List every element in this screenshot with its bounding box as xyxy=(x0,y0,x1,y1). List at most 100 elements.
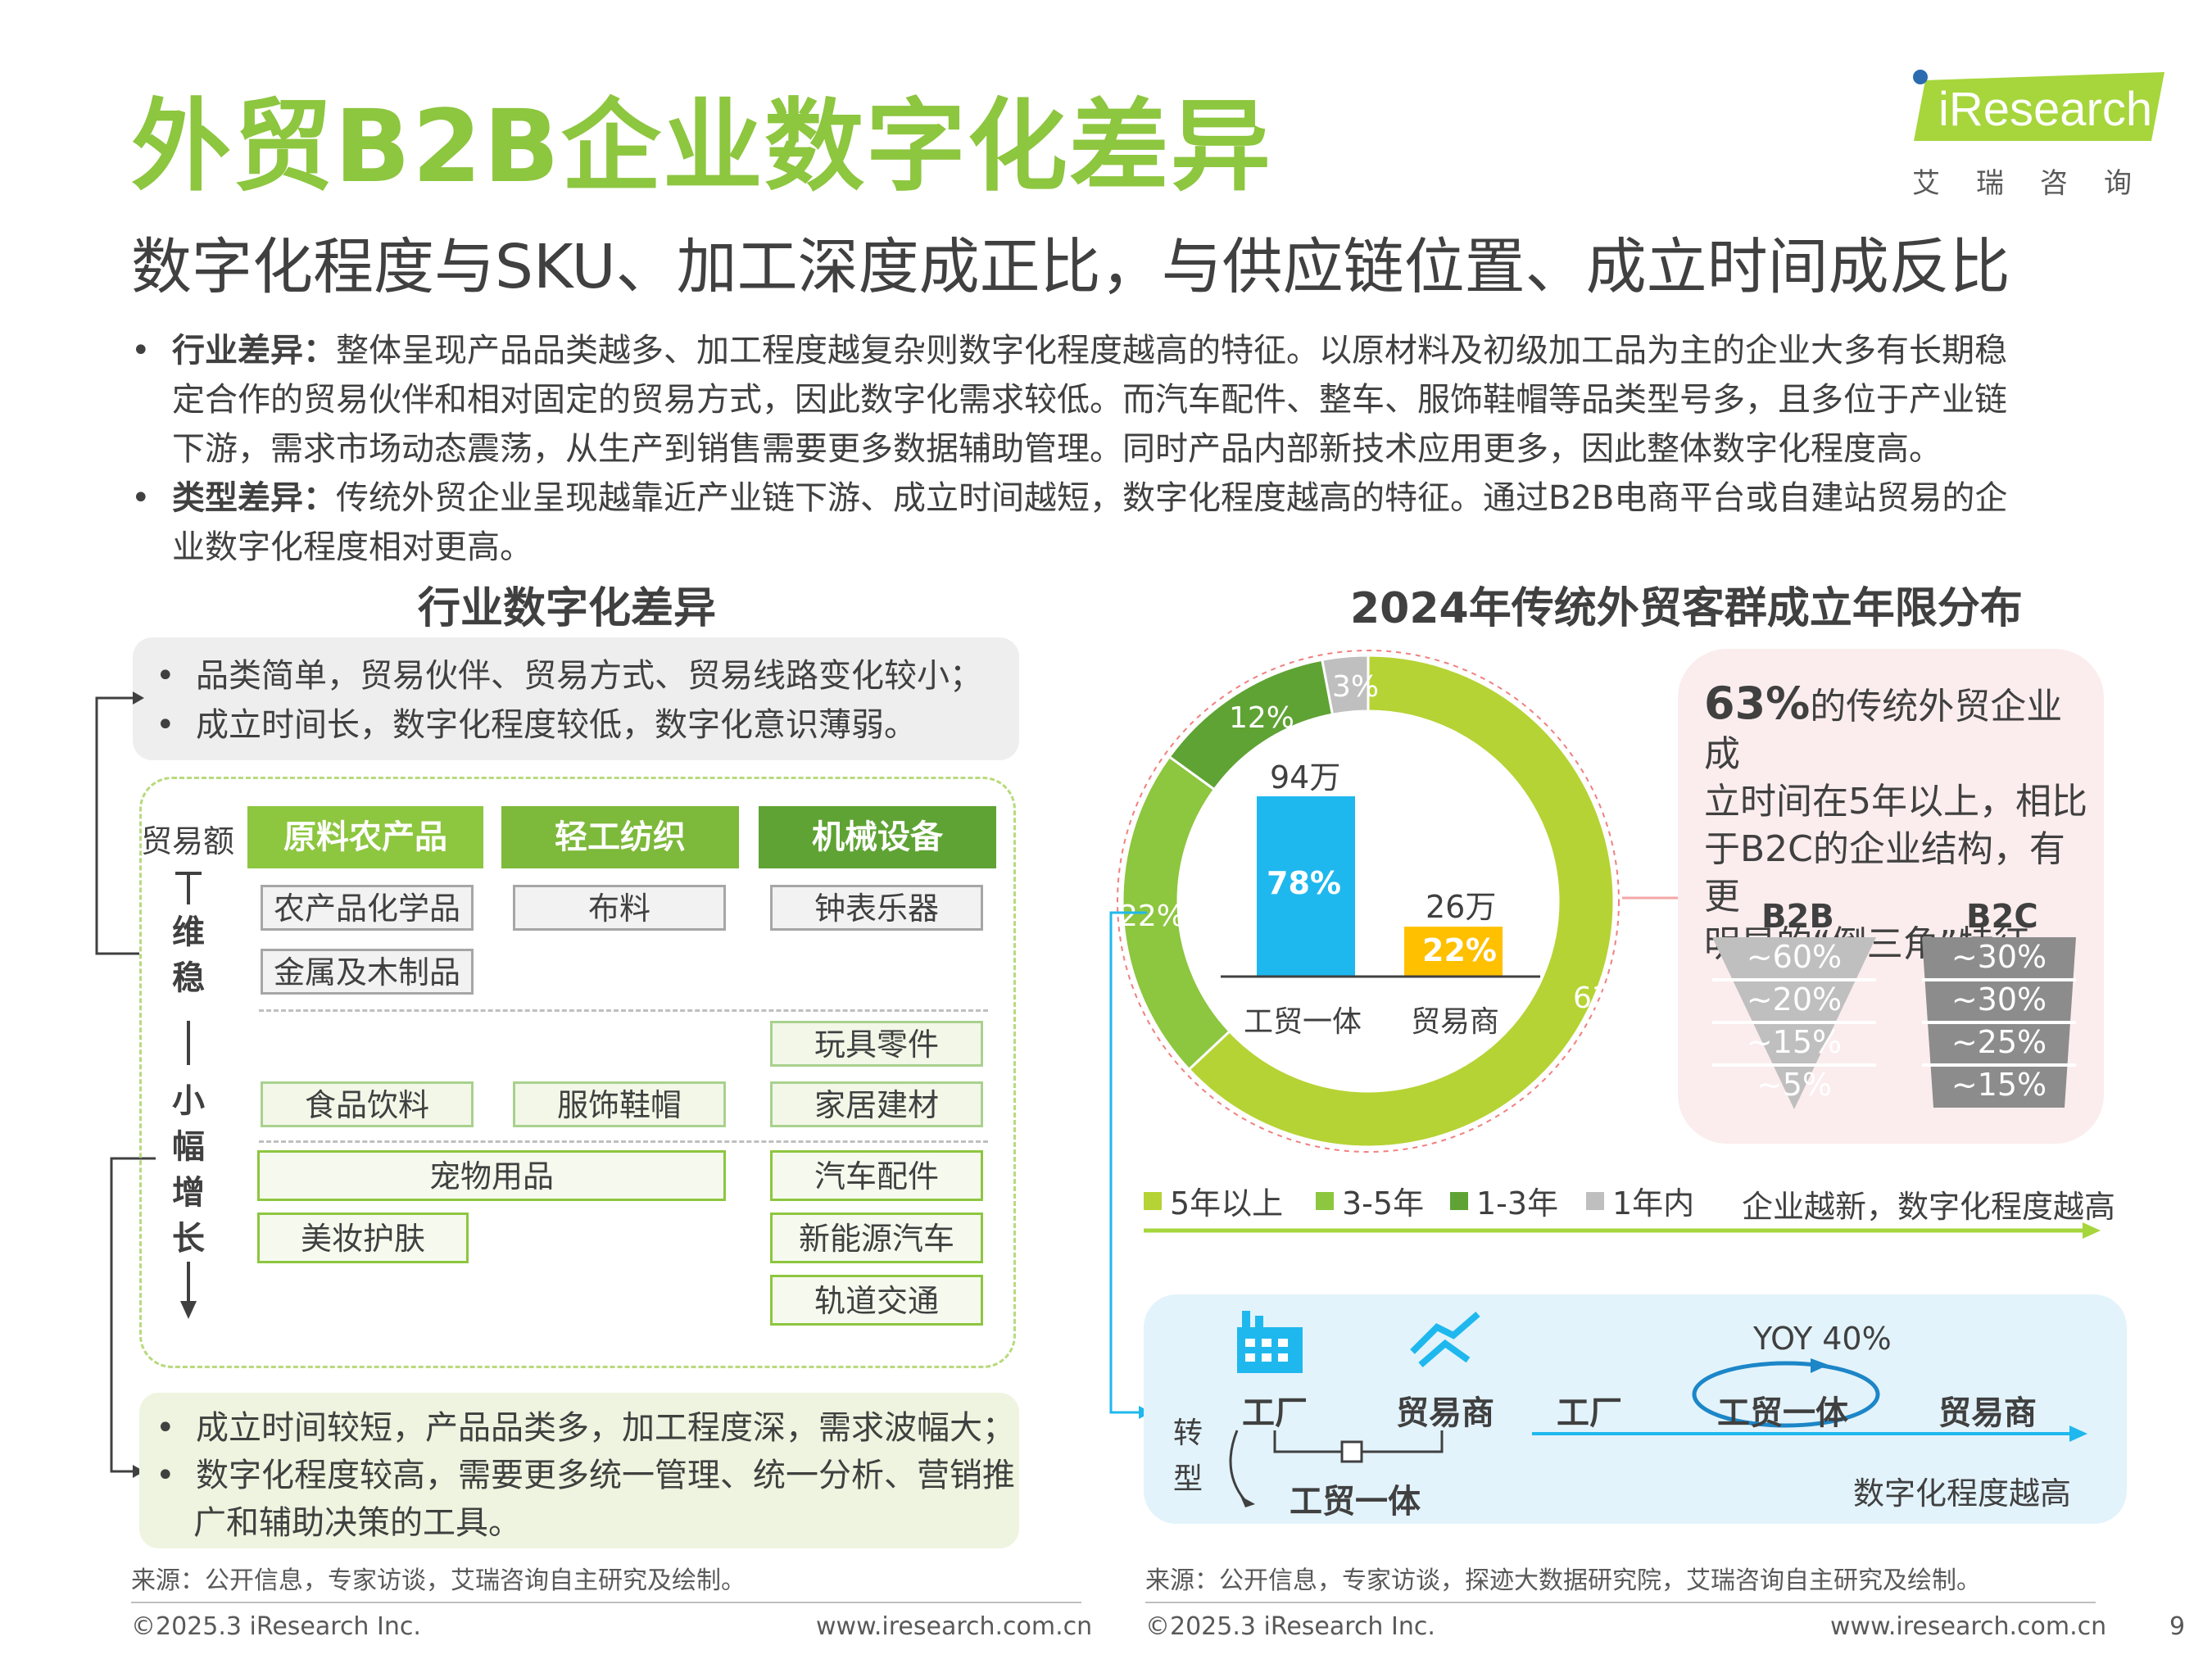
logo-cn-text: 艾瑞咨询 xyxy=(1912,167,2168,200)
footer-divider-left xyxy=(131,1602,1081,1603)
bullet-line: 定合作的贸易伙伴和相对固定的贸易方式，因此数字化需求较低。而汽车配件、整车、服饰… xyxy=(172,381,2007,419)
flow-merge-lines xyxy=(1229,1430,1444,1507)
donut-label-5yr: 63% xyxy=(1573,981,1639,1015)
page-number: 9 xyxy=(2169,1612,2186,1641)
top-summary-box xyxy=(133,637,1019,760)
axis-label: 贸易额 xyxy=(141,823,235,859)
funnel-b2b-level-2: ~20% xyxy=(1746,981,1843,1018)
item-new-energy-vehicle: 新能源汽车 xyxy=(770,1213,983,1263)
axis-arrow-icon xyxy=(175,872,202,1319)
bar-percent-trader: 22% xyxy=(1422,932,1497,968)
donut-label-1-3yr: 12% xyxy=(1229,701,1295,735)
insight-text: 63%的传统外贸企业成 立时间在5年以上，相比 于B2C的企业结构，有更 明显的… xyxy=(1704,678,2087,966)
item-agri-chemical: 农产品化学品 xyxy=(261,885,474,931)
chain-factory: 工厂 xyxy=(1557,1394,1622,1432)
bar-integrated xyxy=(1257,796,1355,977)
item-auto-parts: 汽车配件 xyxy=(770,1150,983,1201)
funnel-b2c-level-3: ~25% xyxy=(1951,1024,2047,1060)
logo-banner xyxy=(1913,70,2164,141)
donut-label-1yr: 3% xyxy=(1332,670,1380,704)
left-section-title: 行业数字化差异 xyxy=(418,584,717,633)
item-watch-instrument: 钟表乐器 xyxy=(770,885,983,931)
legend-swatch xyxy=(1316,1191,1334,1210)
legend-note: 企业越新，数字化程度越高 xyxy=(1742,1189,2116,1225)
footer-url-right[interactable]: www.iresearch.com.cn xyxy=(1830,1612,2107,1641)
footer-divider-right xyxy=(1145,1602,2096,1603)
item-home-building: 家居建材 xyxy=(770,1081,983,1127)
bullet-type: • 类型差异：传统外贸企业呈现越靠近产业链下游、成立时间越短，数字化程度越高的特… xyxy=(131,479,2008,566)
footer-copyright-right: ©2025.3 iResearch Inc. xyxy=(1145,1612,1435,1641)
item-food-beverage: 食品饮料 xyxy=(261,1081,474,1127)
item-pet-supplies: 宠物用品 xyxy=(257,1150,726,1201)
legend-5yr: 5年以上 xyxy=(1144,1178,1283,1223)
category-machinery: 机械设备 xyxy=(759,806,996,868)
item-metal-wood: 金属及木制品 xyxy=(261,949,474,995)
footer-url-left[interactable]: www.iresearch.com.cn xyxy=(816,1612,1093,1641)
funnel-b2c-level-4: ~15% xyxy=(1951,1067,2047,1103)
legend-swatch xyxy=(1586,1191,1604,1210)
bullet-line: 传统外贸企业呈现越靠近产业链下游、成立时间越短，数字化程度越高的特征。通过B2B… xyxy=(336,479,2008,517)
flow-transform-label: 转型 xyxy=(1173,1416,1203,1496)
donut-label-3-5yr: 22% xyxy=(1119,900,1185,933)
bottom-summary-box xyxy=(139,1393,1019,1548)
divider-line xyxy=(259,1009,988,1012)
legend-3-5yr: 3-5年 xyxy=(1316,1178,1424,1223)
bullet-line: 下游，需求市场动态震荡，从生产到销售需要更多数据辅助管理。同时产品内部新技术应用… xyxy=(172,430,1942,468)
item-rail-transit: 轨道交通 xyxy=(770,1275,983,1326)
chain-note: 数字化程度越高 xyxy=(1853,1475,2072,1512)
donut-slice-5yr xyxy=(1187,654,1616,1149)
factory-icon xyxy=(1237,1311,1303,1373)
bullet-industry: • 行业差异：整体呈现产品品类越多、加工程度越复杂则数字化程度越高的特征。以原材… xyxy=(131,332,2007,468)
funnel-b2c-title: B2C xyxy=(1966,898,2038,936)
funnel-b2b-level-3: ~15% xyxy=(1746,1024,1843,1060)
flow-integrated-label: 工贸一体 xyxy=(1290,1483,1421,1521)
funnel-b2b-level-1: ~60% xyxy=(1746,939,1843,975)
item-beauty-skincare: 美妆护肤 xyxy=(257,1213,469,1263)
footer-copyright-left: ©2025.3 iResearch Inc. xyxy=(131,1612,421,1641)
bullet-line: 业数字化程度相对更高。 xyxy=(172,528,533,566)
funnel-shapes xyxy=(1712,937,2076,1109)
page-title: 外贸B2B企业数字化差异 xyxy=(131,88,1272,205)
item-fabric: 布料 xyxy=(513,885,726,931)
connector-arrows xyxy=(95,691,156,1478)
bar-percent-integrated: 78% xyxy=(1267,865,1341,901)
item-apparel-shoes: 服饰鞋帽 xyxy=(513,1081,726,1127)
chain-integrated: 工贸一体 xyxy=(1717,1394,1848,1432)
divider-line xyxy=(259,1140,988,1143)
industry-matrix xyxy=(139,777,1016,1368)
category-light-textile: 轻工纺织 xyxy=(501,806,739,868)
chain-arrow xyxy=(1532,1426,2087,1442)
right-section-title: 2024年传统外贸客群成立年限分布 xyxy=(1350,584,2023,633)
axis-top-label: 维稳 xyxy=(172,913,205,997)
category-raw-agri: 原料农产品 xyxy=(247,806,483,868)
axis-bottom-label: 小幅增长 xyxy=(172,1082,205,1258)
funnel-b2b-title: B2B xyxy=(1761,898,1834,936)
page-subtitle: 数字化程度与SKU、加工深度成正比，与供应链位置、成立时间成反比 xyxy=(131,232,2010,302)
yoy-label: YOY 40% xyxy=(1753,1321,1892,1357)
legend-swatch xyxy=(1144,1191,1162,1210)
donut-chart xyxy=(1117,650,1688,1153)
funnel-b2c-level-2: ~30% xyxy=(1951,981,2047,1018)
bar-value-integrated: 94万 xyxy=(1270,759,1341,796)
right-source-note: 来源：公开信息，专家访谈，探迹大数据研究院，艾瑞咨询自主研究及绘制。 xyxy=(1145,1566,1981,1595)
top-summary-line-1: • 品类简单，贸易伙伴、贸易方式、贸易线路变化较小； xyxy=(156,657,983,695)
bar-category-trader: 贸易商 xyxy=(1411,1005,1500,1039)
bullet-list: • 行业差异：整体呈现产品品类越多、加工程度越复杂则数字化程度越高的特征。以原材… xyxy=(131,326,2114,572)
donut-highlight-ring xyxy=(1117,650,1620,1153)
flow-factory-label: 工厂 xyxy=(1242,1394,1308,1432)
chain-trader: 贸易商 xyxy=(1938,1394,2037,1432)
bullet-label: 行业差异： xyxy=(172,332,336,369)
bar-chart xyxy=(1221,796,1540,978)
bar-category-integrated: 工贸一体 xyxy=(1244,1005,1362,1039)
bottom-summary-line-1: • 成立时间较短，产品品类多，加工程度深，需求波幅大； xyxy=(156,1409,1016,1447)
flow-trader-label: 贸易商 xyxy=(1396,1394,1494,1432)
legend-1-3yr: 1-3年 xyxy=(1450,1178,1558,1223)
funnel-b2b-level-4: ~5% xyxy=(1756,1067,1833,1103)
funnel-b2c-level-1: ~30% xyxy=(1951,939,2047,975)
legend-swatch xyxy=(1450,1191,1468,1210)
donut-slice-1yr xyxy=(1321,654,1370,716)
growth-ring-icon xyxy=(1692,1358,1880,1428)
top-summary-line-2: • 成立时间长，数字化程度较低，数字化意识薄弱。 xyxy=(156,706,918,744)
bar-trader xyxy=(1404,927,1503,977)
transformation-box xyxy=(1144,1294,2127,1524)
